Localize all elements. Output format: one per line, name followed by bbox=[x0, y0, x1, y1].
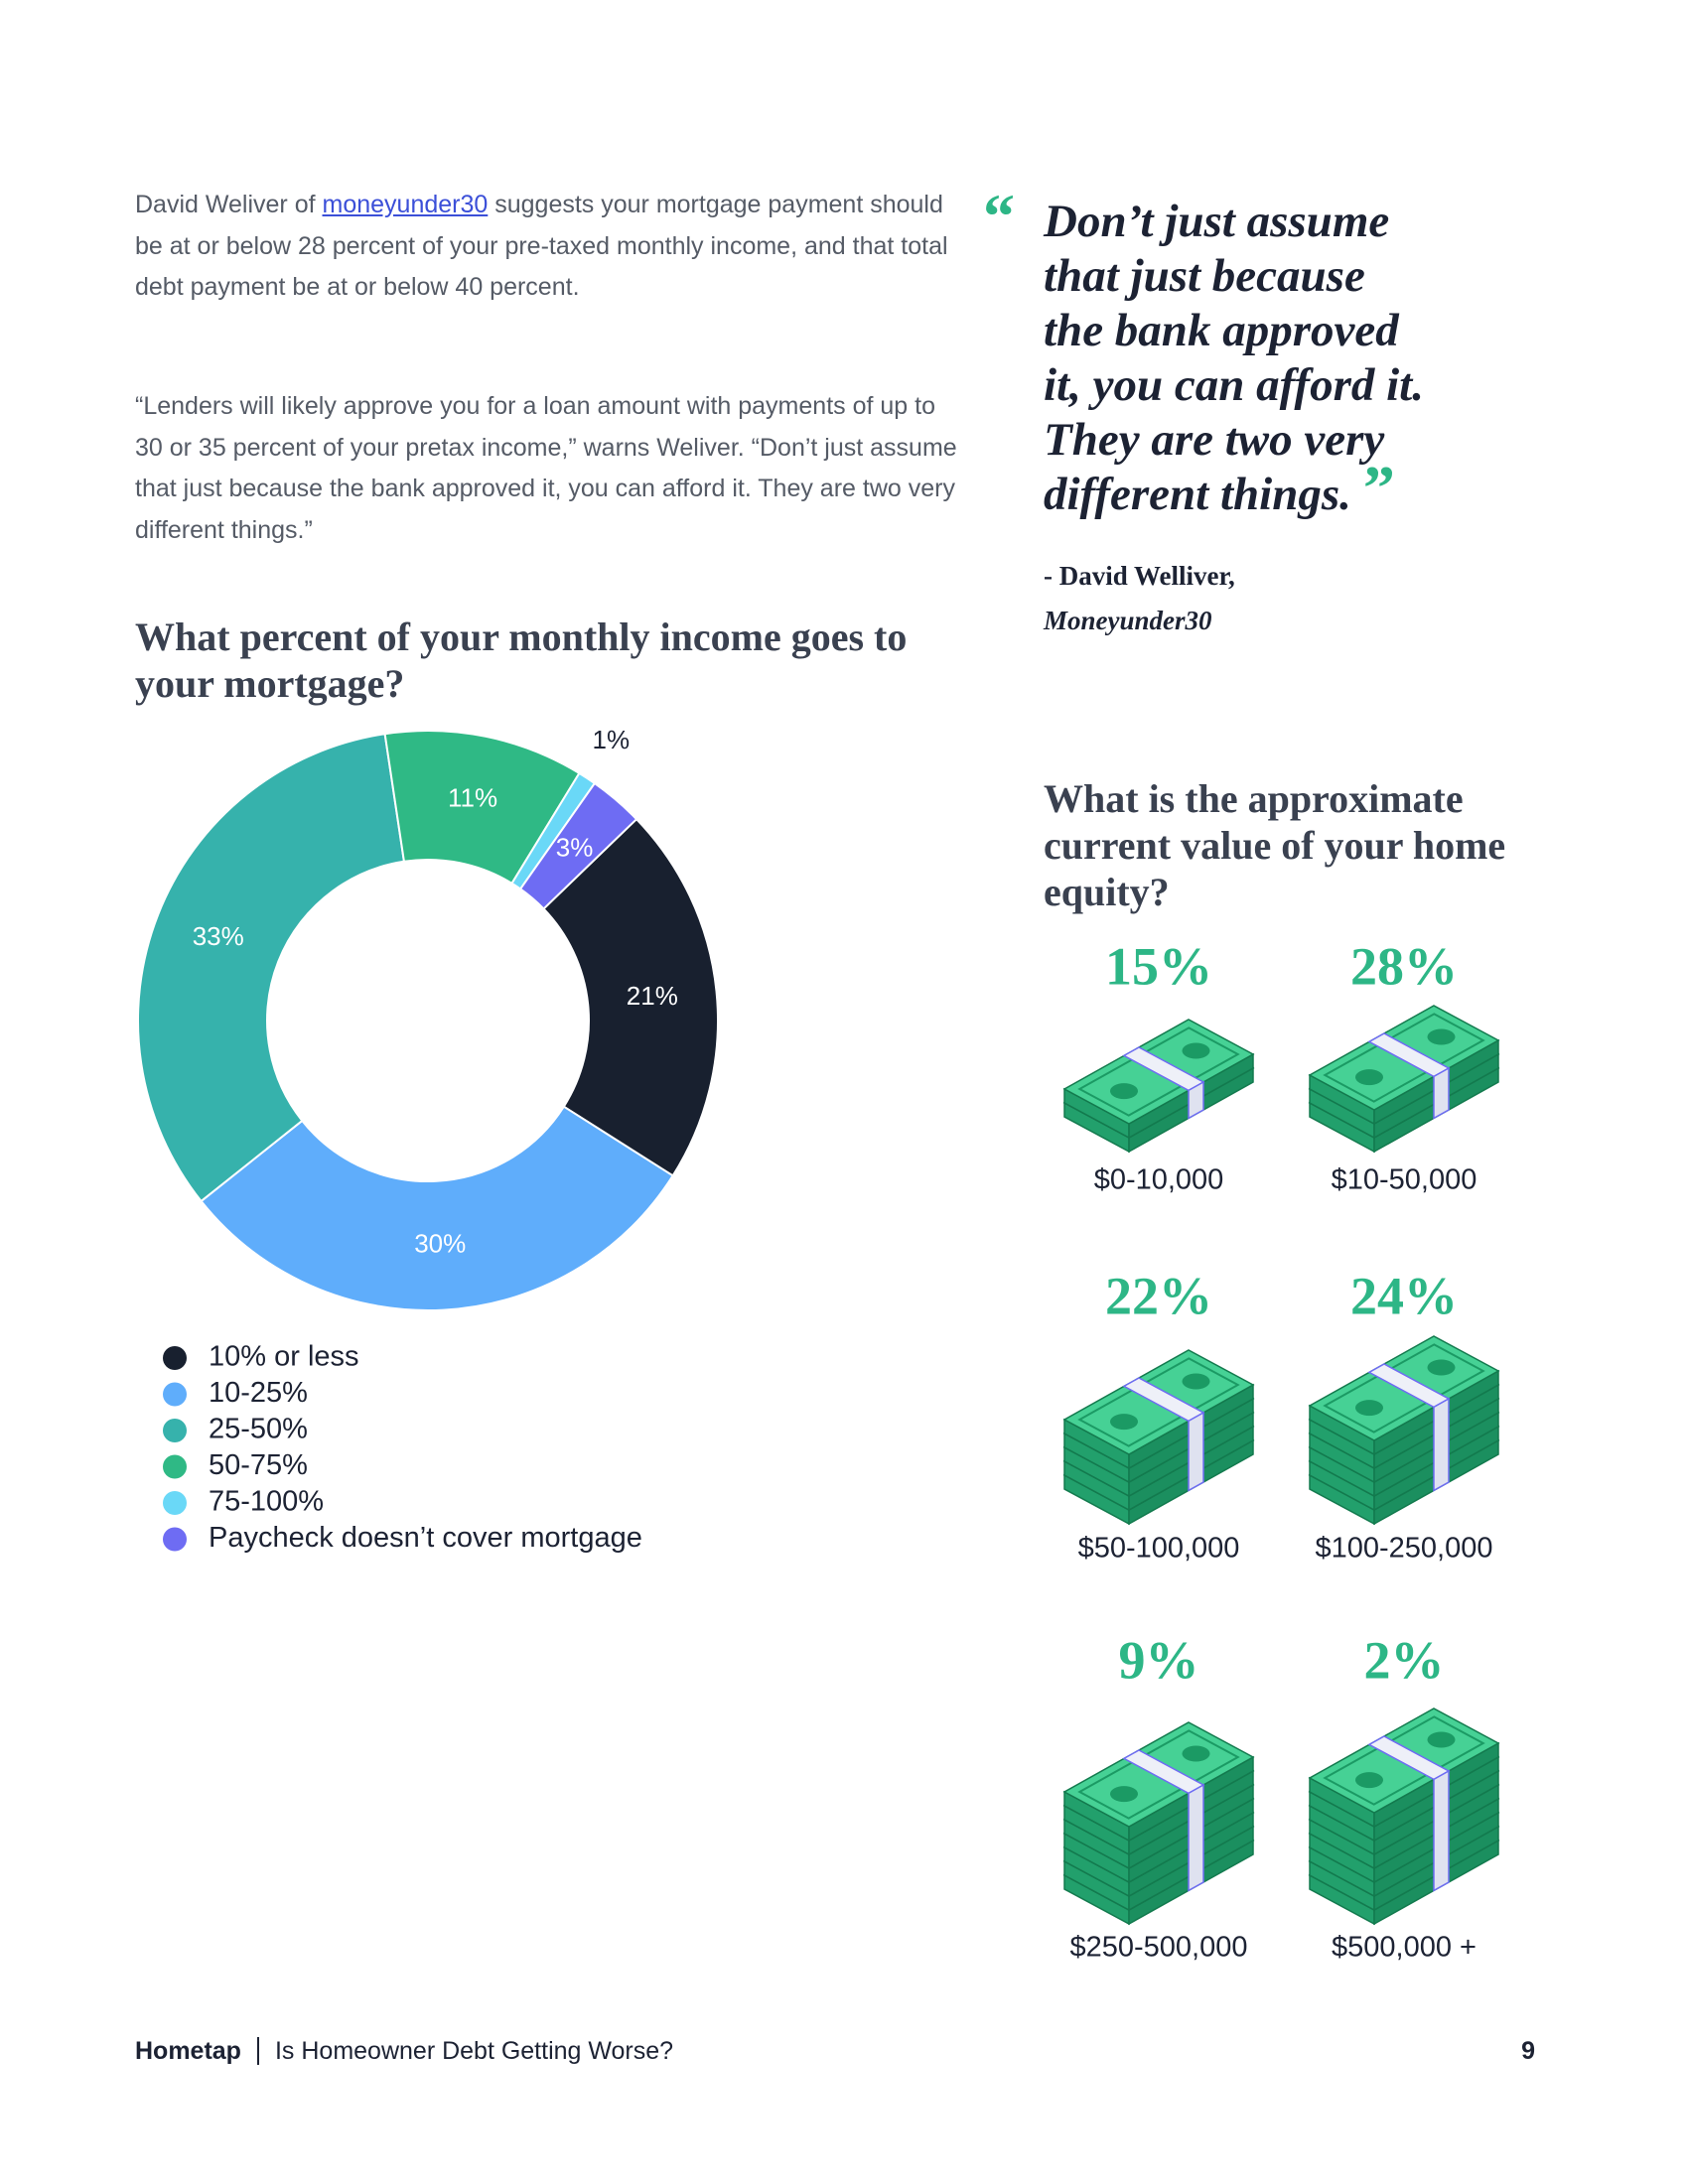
bill-seal bbox=[1355, 1400, 1383, 1417]
bill-seal bbox=[1427, 1359, 1456, 1376]
money-stack bbox=[1062, 1019, 1255, 1154]
quote-source: Moneyunder30 bbox=[1044, 606, 1212, 635]
legend-swatch bbox=[163, 1491, 187, 1515]
legend-label: 50-75% bbox=[209, 1449, 308, 1481]
quote-line: different things.” bbox=[1044, 457, 1424, 522]
legend-swatch bbox=[163, 1346, 187, 1370]
category-label: $50-100,000 bbox=[1078, 1533, 1240, 1565]
legend-swatch bbox=[163, 1454, 187, 1479]
legend-label: Paycheck doesn’t cover mortgage bbox=[209, 1522, 642, 1554]
pull-quote: Don’t just assume that just because the ba… bbox=[1044, 195, 1424, 522]
legend-label: 75-100% bbox=[209, 1486, 324, 1518]
bill-seal bbox=[1355, 1069, 1383, 1086]
paragraph: “Lenders will likely approve you for a l… bbox=[135, 392, 957, 544]
quote-text: that just because bbox=[1044, 250, 1365, 302]
quote-text: it, you can afford it. bbox=[1044, 359, 1424, 411]
chart-title: What percent of your monthly income goes… bbox=[135, 614, 908, 706]
bill-seal bbox=[1355, 1772, 1383, 1789]
bill-seal bbox=[1182, 1373, 1210, 1390]
donut-slice bbox=[200, 1105, 675, 1311]
data-label: 30% bbox=[414, 1229, 466, 1259]
quote-text: Don’t just assume bbox=[1044, 196, 1390, 247]
value-label: 15% bbox=[1105, 936, 1212, 996]
footer-title: Is Homeowner Debt Getting Worse? bbox=[256, 2037, 674, 2065]
paragraph: David Weliver of moneyunder30 suggests y… bbox=[135, 185, 969, 309]
category-label: $10-50,000 bbox=[1332, 1164, 1477, 1196]
money-band bbox=[1433, 1769, 1450, 1892]
text: David Weliver of bbox=[135, 191, 323, 218]
money-band bbox=[1188, 1411, 1204, 1492]
data-label: 11% bbox=[448, 782, 497, 812]
value-label: 24% bbox=[1350, 1266, 1458, 1325]
quote-line: Don’t just assume bbox=[1044, 195, 1424, 249]
quote-text: They are two very bbox=[1044, 414, 1385, 466]
chart-title: What is the approximate current value of… bbox=[1044, 776, 1506, 914]
money-band bbox=[1433, 1066, 1450, 1120]
data-label: 1% bbox=[593, 725, 631, 754]
money-band bbox=[1188, 1783, 1204, 1892]
value-label: 9% bbox=[1119, 1630, 1199, 1690]
bill-seal bbox=[1110, 1414, 1138, 1431]
bill-seal bbox=[1110, 1083, 1138, 1100]
bill-border bbox=[1077, 1026, 1240, 1117]
quote-line: it, you can afford it. bbox=[1044, 358, 1424, 413]
money-band bbox=[1188, 1080, 1204, 1120]
category-label: $0-10,000 bbox=[1094, 1164, 1224, 1196]
footer: Hometap Is Homeowner Debt Getting Worse? … bbox=[135, 2037, 1535, 2066]
legend-swatch bbox=[163, 1419, 187, 1442]
legend-label: 10% or less bbox=[209, 1341, 359, 1373]
data-label: 21% bbox=[627, 981, 678, 1011]
donut-slice bbox=[542, 817, 719, 1177]
donut-slice bbox=[137, 733, 406, 1203]
bill-seal bbox=[1110, 1786, 1138, 1803]
quote-author: - David Welliver, bbox=[1044, 561, 1235, 591]
bill-seal bbox=[1427, 1731, 1456, 1748]
legend-swatch bbox=[163, 1527, 187, 1552]
quote-text: different things. bbox=[1044, 469, 1351, 520]
bill-seal bbox=[1182, 1745, 1210, 1762]
text: suggests your mortgage payment should be… bbox=[135, 191, 948, 301]
quote-line: They are two very bbox=[1044, 413, 1424, 468]
category-label: $100-250,000 bbox=[1316, 1533, 1493, 1565]
data-label: 33% bbox=[193, 921, 244, 951]
bill-border bbox=[1323, 1013, 1485, 1103]
value-label: 22% bbox=[1105, 1266, 1212, 1325]
quote-mark: ” bbox=[1362, 453, 1395, 523]
money-stack bbox=[1308, 1707, 1500, 1926]
bill-border bbox=[1323, 1343, 1485, 1433]
quote-line: the bank approved bbox=[1044, 304, 1424, 358]
quote-text: the bank approved bbox=[1044, 305, 1399, 356]
money-stack bbox=[1308, 1335, 1500, 1526]
bill-border bbox=[1323, 1715, 1485, 1806]
quote-mark: “ bbox=[983, 181, 1015, 251]
bill-border bbox=[1077, 1357, 1240, 1447]
legend-swatch bbox=[163, 1382, 187, 1407]
money-band bbox=[1433, 1397, 1450, 1492]
donut-slice bbox=[518, 781, 638, 910]
page-number: 9 bbox=[1521, 2037, 1535, 2065]
legend-label: 25-50% bbox=[209, 1414, 308, 1445]
value-label: 28% bbox=[1350, 936, 1458, 996]
money-stack bbox=[1062, 1721, 1255, 1926]
category-label: $500,000 + bbox=[1332, 1932, 1477, 1964]
category-label: $250-500,000 bbox=[1070, 1932, 1248, 1964]
data-label: 3% bbox=[556, 832, 594, 862]
bill-seal bbox=[1182, 1042, 1210, 1059]
money-stack bbox=[1062, 1349, 1255, 1526]
quote-line: that just because bbox=[1044, 249, 1424, 304]
brand: Hometap bbox=[135, 2037, 241, 2065]
money-stack bbox=[1308, 1005, 1500, 1154]
link[interactable]: moneyunder30 bbox=[322, 191, 489, 218]
legend-label: 10-25% bbox=[209, 1377, 308, 1409]
value-label: 2% bbox=[1364, 1630, 1445, 1690]
bill-seal bbox=[1427, 1028, 1456, 1045]
bill-border bbox=[1077, 1729, 1240, 1820]
